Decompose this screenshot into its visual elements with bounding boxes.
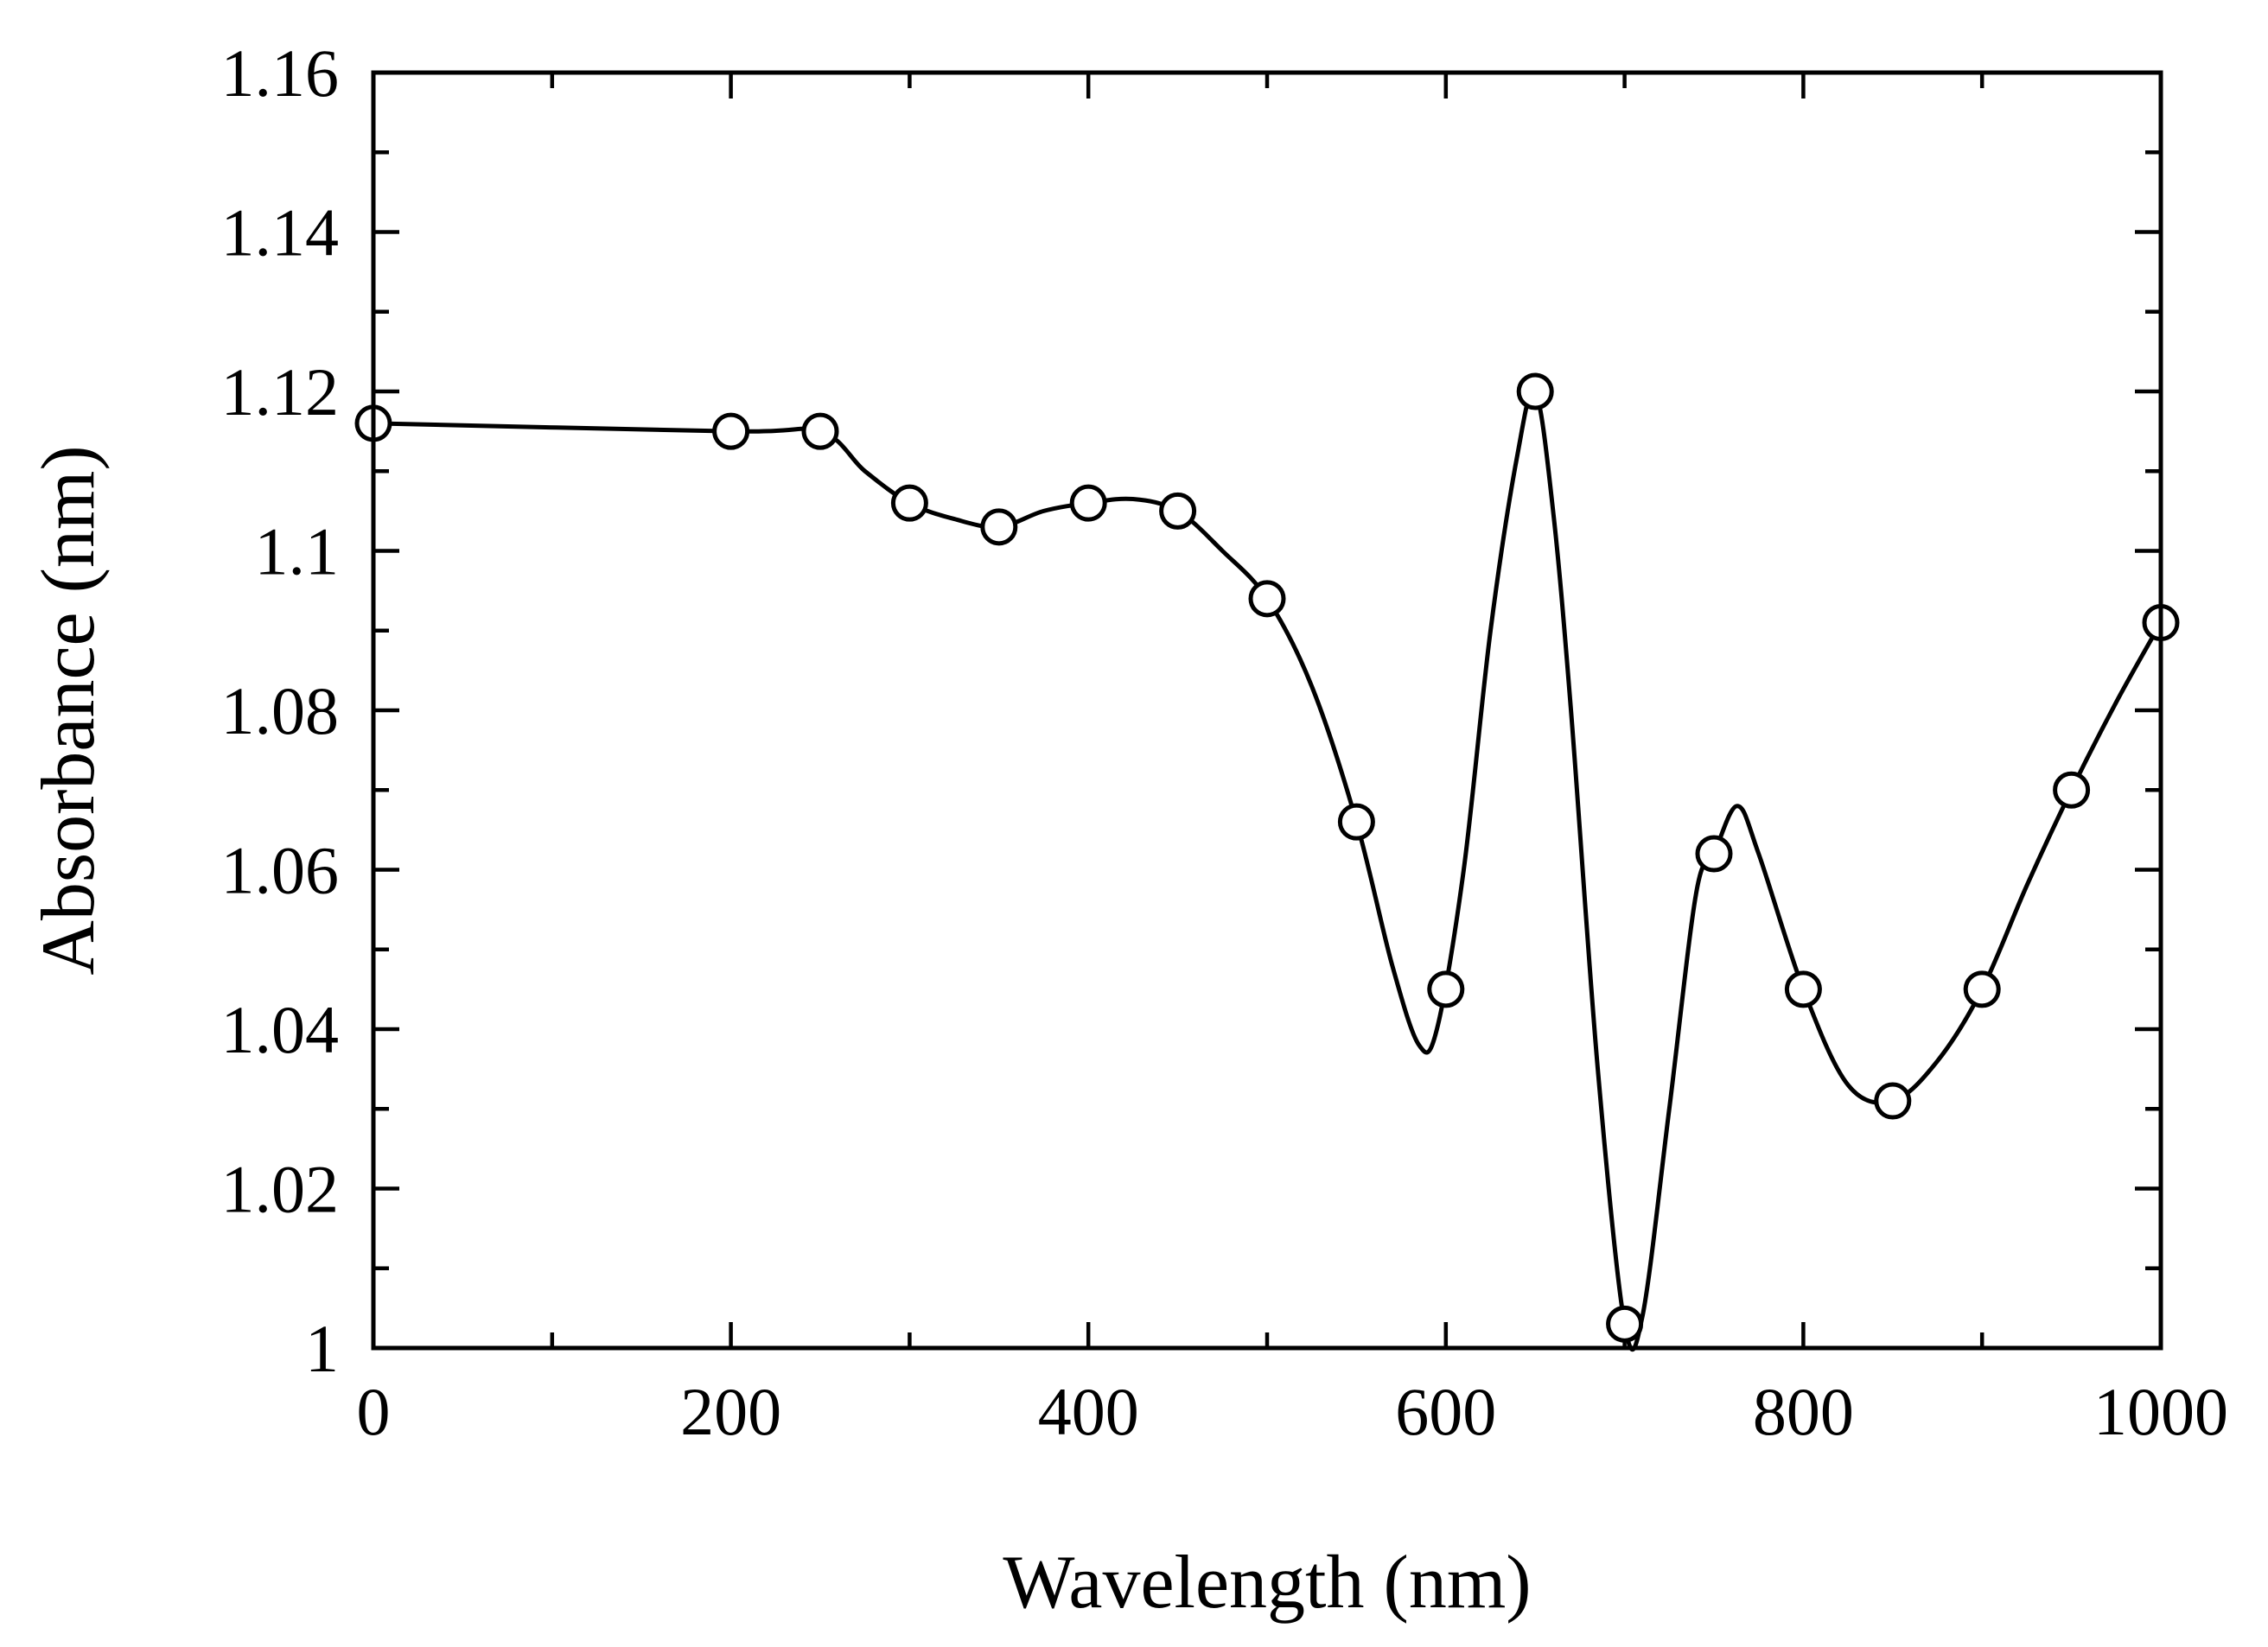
y-axis-title: Absorbance (nm) [27, 445, 111, 975]
data-point [1337, 803, 1375, 841]
data-point [1069, 484, 1107, 522]
plot-frame [371, 70, 2163, 1351]
tick-labels: 0 200 400 600 800 1000 1 1.02 1.04 1.06 1.08 1.1 1.1… [221, 35, 2229, 1449]
x-axis-title: Wavelength (nm) [1003, 1541, 1531, 1625]
data-markers-layer [354, 372, 2180, 1343]
data-point [1695, 835, 1733, 873]
y-tick-label: 1.12 [221, 354, 340, 429]
y-tick-label: 1.02 [221, 1152, 340, 1227]
data-point [1963, 970, 2001, 1008]
data-point [1248, 580, 1286, 618]
y-tick-label: 1.16 [221, 35, 340, 111]
data-point [2053, 771, 2091, 809]
x-tick-label: 200 [680, 1374, 781, 1449]
x-tick-label: 600 [1395, 1374, 1496, 1449]
x-tick-label: 0 [357, 1374, 391, 1449]
x-tick-label: 1000 [2093, 1374, 2228, 1449]
data-point [1159, 492, 1197, 530]
y-tick-label: 1.06 [221, 833, 340, 908]
y-tick-label: 1.14 [221, 195, 340, 270]
data-point [890, 484, 928, 522]
y-tick-label: 1 [305, 1311, 339, 1386]
y-tick-label: 1.04 [221, 992, 340, 1067]
data-point [1784, 970, 1822, 1008]
x-tick-label: 800 [1753, 1374, 1854, 1449]
data-point [1427, 970, 1465, 1008]
data-point [1606, 1305, 1644, 1343]
data-point [801, 412, 839, 450]
y-tick-label: 1.08 [221, 673, 340, 748]
data-point [712, 412, 750, 450]
data-point [980, 508, 1018, 546]
x-tick-label: 400 [1038, 1374, 1139, 1449]
data-point [1516, 372, 1554, 410]
y-tick-label: 1.1 [255, 514, 340, 589]
data-point [1874, 1082, 1912, 1120]
